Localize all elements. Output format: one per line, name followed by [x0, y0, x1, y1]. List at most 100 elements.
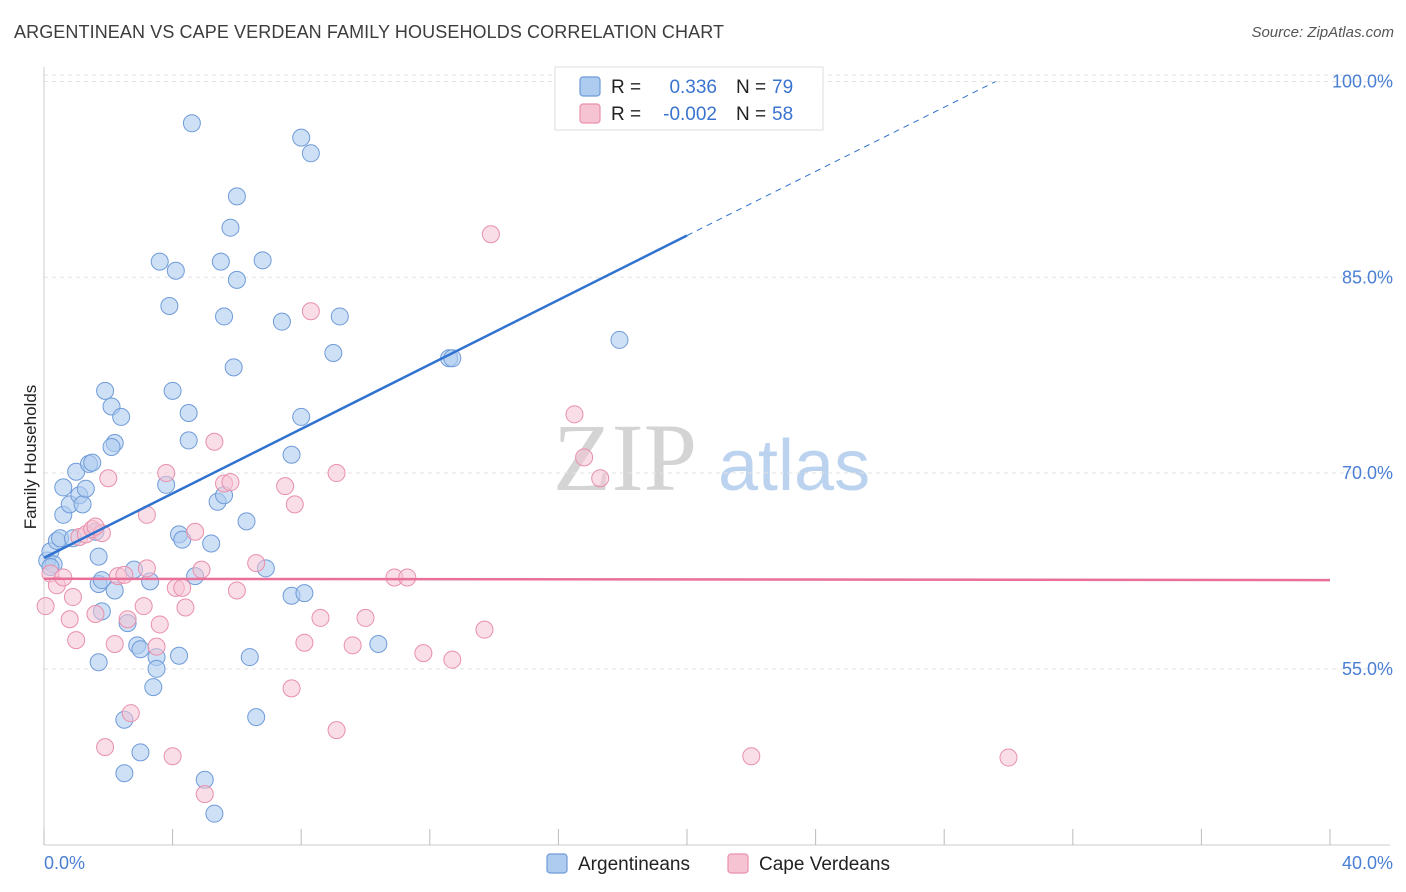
tick-labels: 55.0% 70.0% 85.0% 100.0% 0.0% 40.0%: [44, 72, 1393, 873]
stats-legend: R = 0.336 N = 79 R = -0.002 N = 58: [554, 66, 824, 131]
data-point-cape-verdean: [481, 225, 500, 244]
bottom-legend-swatch-argentineans: [546, 853, 568, 874]
data-point-argentinean: [330, 307, 349, 326]
data-point-cape-verdean: [163, 747, 182, 766]
legend-n-label-1: N =: [736, 77, 766, 98]
data-point-argentinean: [160, 297, 179, 315]
data-point-cape-verdean: [63, 588, 82, 607]
data-point-cape-verdean: [999, 748, 1018, 767]
data-point-argentinean: [247, 708, 266, 727]
trend-lines: [43, 81, 1331, 582]
data-point-argentinean: [131, 640, 150, 659]
data-point-cape-verdean: [295, 633, 314, 652]
data-point-cape-verdean: [247, 554, 266, 573]
data-point-argentinean: [237, 512, 256, 531]
data-point-cape-verdean: [205, 432, 224, 451]
y-axis-label: Family Households: [21, 385, 40, 530]
data-point-cape-verdean: [343, 636, 362, 655]
data-point-cape-verdean: [176, 598, 195, 617]
y-tick-label: 55.0%: [1342, 659, 1393, 679]
data-point-argentinean: [102, 437, 121, 456]
data-point-cape-verdean: [54, 568, 73, 587]
data-point-cape-verdean: [221, 473, 240, 492]
data-point-cape-verdean: [86, 605, 105, 623]
legend-r-value-2: -0.002: [663, 104, 717, 125]
bottom-legend-swatch-cape-verdeans: [727, 853, 749, 874]
legend-r-value-1: 0.336: [669, 77, 717, 98]
legend-n-value-1: 79: [772, 77, 793, 98]
data-point-argentinean: [205, 804, 224, 823]
data-point-cape-verdean: [356, 608, 375, 627]
data-point-cape-verdean: [414, 644, 433, 663]
data-point-cape-verdean: [285, 495, 304, 514]
data-point-argentinean: [272, 312, 291, 331]
legend-n-value-2: 58: [772, 104, 793, 125]
data-point-argentinean: [147, 659, 166, 678]
legend-n-label-2: N =: [736, 104, 766, 125]
data-point-argentinean: [73, 495, 92, 514]
data-point-argentinean: [301, 144, 320, 163]
data-point-cape-verdean: [591, 469, 610, 488]
data-point-argentinean: [215, 307, 234, 326]
trend-line-argentineans: [43, 234, 688, 559]
series-argentineans: [38, 114, 629, 823]
data-point-argentinean: [170, 646, 189, 665]
data-point-cape-verdean: [105, 635, 124, 654]
chart-title: ARGENTINEAN VS CAPE VERDEAN FAMILY HOUSE…: [14, 22, 725, 42]
data-point-argentinean: [324, 343, 343, 362]
trend-line-cape-verdeans: [43, 577, 1331, 582]
data-point-cape-verdean: [282, 679, 301, 698]
data-point-argentinean: [292, 128, 311, 147]
axes: [43, 67, 1390, 846]
y-tick-label: 100.0%: [1332, 72, 1393, 92]
data-point-argentinean: [179, 431, 198, 450]
data-point-cape-verdean: [36, 597, 55, 616]
data-point-argentinean: [115, 764, 134, 783]
data-point-argentinean: [224, 358, 243, 377]
x-tick-label-max: 40.0%: [1342, 853, 1393, 873]
data-point-argentinean: [179, 404, 198, 423]
data-point-argentinean: [76, 479, 95, 498]
data-point-argentinean: [369, 635, 388, 654]
series-cape-verdeans: [36, 225, 1018, 804]
data-point-cape-verdean: [195, 785, 214, 804]
data-point-cape-verdean: [115, 565, 134, 584]
source-credit: Source: ZipAtlas.com: [1251, 24, 1394, 41]
data-point-argentinean: [292, 407, 311, 426]
data-point-cape-verdean: [121, 704, 140, 723]
data-point-cape-verdean: [157, 464, 176, 483]
data-point-cape-verdean: [398, 568, 417, 587]
data-point-cape-verdean: [186, 522, 205, 541]
data-point-argentinean: [112, 407, 131, 426]
data-point-argentinean: [182, 114, 201, 133]
data-point-cape-verdean: [227, 581, 246, 600]
data-point-argentinean: [240, 648, 259, 667]
watermark-atlas: atlas: [718, 426, 870, 506]
data-point-cape-verdean: [327, 721, 346, 740]
y-tick-label: 70.0%: [1342, 463, 1393, 483]
data-point-argentinean: [166, 261, 185, 280]
data-point-cape-verdean: [173, 578, 192, 597]
data-point-argentinean: [253, 251, 272, 270]
x-tick-label-min: 0.0%: [44, 853, 85, 873]
data-point-cape-verdean: [443, 650, 462, 669]
data-point-argentinean: [221, 218, 240, 237]
data-point-argentinean: [131, 743, 150, 762]
data-point-argentinean: [83, 453, 102, 472]
data-point-argentinean: [282, 445, 301, 464]
data-point-cape-verdean: [575, 448, 594, 467]
data-point-cape-verdean: [301, 302, 320, 321]
data-point-argentinean: [150, 252, 169, 271]
data-point-argentinean: [54, 478, 73, 497]
legend-swatch-blue: [579, 76, 601, 97]
data-point-cape-verdean: [565, 405, 584, 424]
data-point-argentinean: [227, 187, 246, 206]
data-point-argentinean: [163, 381, 182, 400]
data-point-cape-verdean: [96, 738, 115, 757]
data-point-cape-verdean: [150, 615, 169, 634]
legend-r-label-2: R =: [611, 104, 641, 125]
data-point-cape-verdean: [118, 610, 137, 629]
trend-line-argentineans-projection: [686, 81, 996, 236]
data-point-cape-verdean: [276, 477, 295, 496]
